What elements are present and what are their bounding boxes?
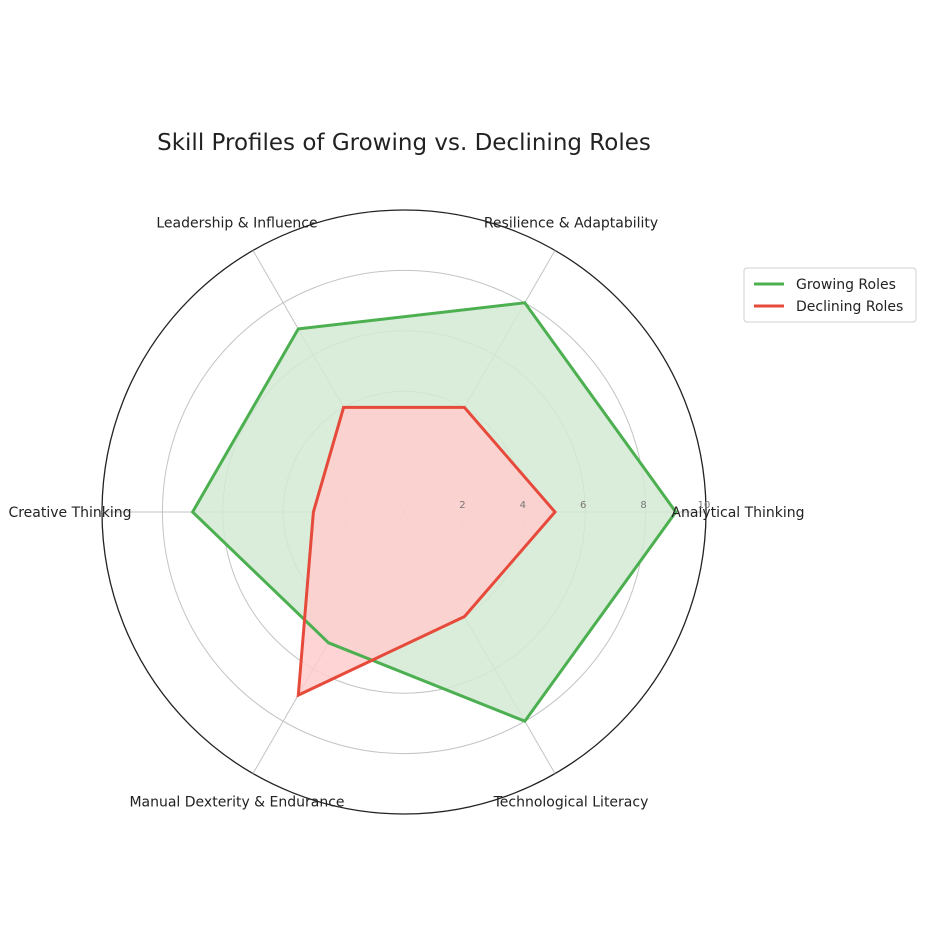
axis-label: Manual Dexterity & Endurance (129, 794, 344, 810)
radial-tick-labels: 2 4 6 8 10 (459, 500, 710, 511)
radial-tick-label: 4 (520, 500, 526, 511)
radial-tick-label: 6 (580, 500, 586, 511)
series-fill-1 (298, 407, 555, 696)
series-line-0 (190, 301, 678, 724)
axis-label: Technological Literacy (493, 794, 649, 810)
radial-tick-label: 2 (459, 500, 465, 511)
legend: Growing Roles Declining Roles (743, 267, 917, 323)
axis-label: Leadership & Influence (156, 216, 317, 232)
chart-title: Skill Profiles of Growing vs. Declining … (157, 130, 651, 156)
series-layer (190, 301, 678, 724)
legend-label-1: Declining Roles (796, 299, 903, 315)
radial-tick-label: 8 (640, 500, 646, 511)
axis-label: Creative Thinking (8, 505, 131, 521)
radial-tick-label: 10 (698, 500, 711, 511)
series-line-1 (296, 405, 557, 698)
axis-label: Analytical Thinking (671, 505, 804, 521)
axis-label: Resilience & Adaptability (484, 216, 658, 232)
axis-labels: Analytical Thinking Resilience & Adaptabi… (8, 216, 804, 811)
legend-label-0: Growing Roles (796, 277, 896, 293)
legend-box (743, 267, 917, 323)
